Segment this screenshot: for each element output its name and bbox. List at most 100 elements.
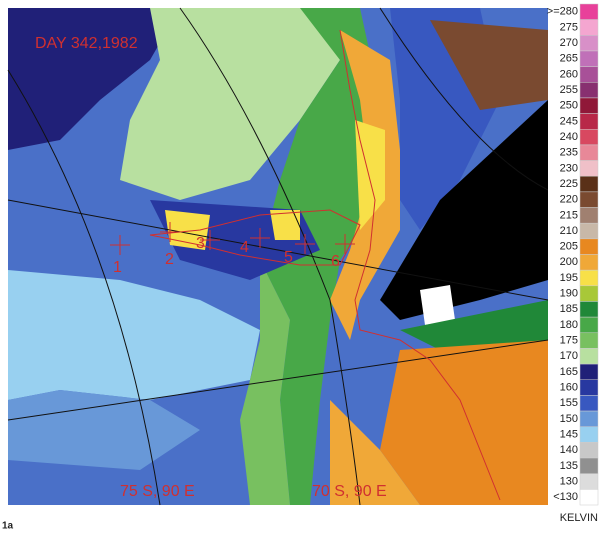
site-label: 3 bbox=[196, 235, 205, 252]
region bbox=[355, 120, 385, 230]
legend: >=280 275 270 265 260 255 250 245 240 235 230 225 22… bbox=[547, 3, 599, 506]
legend-label: 260 bbox=[560, 68, 578, 80]
legend-label: 140 bbox=[560, 444, 578, 456]
legend-label: 155 bbox=[560, 397, 578, 409]
site-label: 4 bbox=[240, 239, 249, 256]
legend-swatch bbox=[579, 332, 599, 349]
legend-label: 135 bbox=[560, 460, 578, 472]
region bbox=[400, 300, 548, 350]
legend-swatch bbox=[579, 207, 599, 224]
region bbox=[8, 390, 200, 470]
legend-label: 130 bbox=[560, 475, 578, 487]
legend-label: 225 bbox=[560, 178, 578, 190]
traverse bbox=[149, 209, 361, 266]
region bbox=[380, 100, 548, 320]
region bbox=[120, 8, 340, 200]
legend-label: 250 bbox=[560, 100, 578, 112]
legend-label: 185 bbox=[560, 303, 578, 315]
legend-swatch bbox=[579, 175, 599, 193]
legend-label: 215 bbox=[560, 209, 578, 221]
legend-label: 150 bbox=[560, 413, 578, 425]
legend-swatch bbox=[579, 222, 599, 240]
region bbox=[270, 210, 300, 240]
map: DAY 342,1982 1 2 3 4 5 6 75 S, 90 E 70 S… bbox=[7, 7, 549, 506]
figure-label: 1a bbox=[2, 521, 14, 532]
legend-swatch bbox=[579, 363, 599, 380]
legend-swatch bbox=[579, 269, 599, 287]
legend-unit: KELVIN bbox=[560, 512, 598, 524]
legend-swatch bbox=[579, 254, 599, 271]
grid-label: 70 S, 90 E bbox=[312, 483, 387, 500]
legend-swatch bbox=[579, 19, 599, 36]
legend-swatch bbox=[579, 473, 599, 490]
legend-label: 180 bbox=[560, 319, 578, 331]
site-label: 2 bbox=[165, 251, 174, 268]
legend-swatch bbox=[579, 50, 599, 67]
legend-swatch bbox=[579, 97, 599, 114]
legend-swatch bbox=[579, 238, 599, 255]
legend-swatch bbox=[579, 410, 599, 427]
site-label: 5 bbox=[284, 249, 293, 266]
legend-label: 190 bbox=[560, 288, 578, 300]
legend-label: 160 bbox=[560, 381, 578, 393]
grid-line bbox=[7, 339, 549, 421]
site-label: 1 bbox=[113, 259, 122, 276]
legend-swatch bbox=[579, 113, 599, 130]
site-label: 6 bbox=[331, 253, 340, 270]
legend-label: 145 bbox=[560, 428, 578, 440]
legend-label: 270 bbox=[560, 37, 578, 49]
legend-swatch bbox=[579, 316, 599, 334]
legend-swatch bbox=[579, 66, 599, 83]
map-title: DAY 342,1982 bbox=[35, 35, 138, 52]
legend-label: 265 bbox=[560, 53, 578, 65]
region bbox=[8, 270, 260, 400]
grid-line bbox=[7, 199, 549, 301]
legend-swatch bbox=[579, 35, 599, 52]
legend-label: 275 bbox=[560, 21, 578, 33]
site-markers bbox=[110, 222, 355, 255]
grid-line bbox=[7, 69, 161, 506]
boundary bbox=[110, 29, 501, 501]
grid-line bbox=[379, 7, 549, 191]
legend-swatch bbox=[579, 426, 599, 443]
legend-label: 230 bbox=[560, 162, 578, 174]
legend-label: 240 bbox=[560, 131, 578, 143]
legend-label: 210 bbox=[560, 225, 578, 237]
region bbox=[380, 340, 548, 505]
legend-swatch bbox=[579, 395, 599, 412]
legend-swatch bbox=[579, 489, 599, 506]
legend-label: 255 bbox=[560, 84, 578, 96]
coastline bbox=[339, 29, 501, 501]
legend-swatch bbox=[579, 160, 599, 177]
legend-label: >=280 bbox=[547, 6, 578, 18]
region bbox=[240, 260, 290, 505]
legend-swatch bbox=[579, 191, 599, 208]
region bbox=[8, 8, 180, 150]
legend-label: <130 bbox=[553, 491, 578, 503]
legend-label: 200 bbox=[560, 256, 578, 268]
legend-label: 170 bbox=[560, 350, 578, 362]
region bbox=[430, 20, 548, 110]
legend-swatch bbox=[579, 82, 599, 99]
region bbox=[260, 8, 380, 505]
legend-swatch bbox=[579, 379, 599, 396]
legend-swatch bbox=[579, 301, 599, 318]
legend-swatch bbox=[579, 129, 599, 146]
legend-swatch bbox=[579, 348, 599, 365]
legend-swatch bbox=[579, 144, 599, 161]
legend-label: 165 bbox=[560, 366, 578, 378]
legend-label: 205 bbox=[560, 241, 578, 253]
legend-swatch bbox=[579, 442, 599, 459]
legend-label: 220 bbox=[560, 194, 578, 206]
region bbox=[420, 285, 455, 325]
legend-swatch bbox=[579, 3, 599, 20]
grid-label: 75 S, 90 E bbox=[120, 483, 195, 500]
legend-label: 245 bbox=[560, 115, 578, 127]
legend-label: 195 bbox=[560, 272, 578, 284]
legend-swatch bbox=[579, 457, 599, 474]
legend-swatch bbox=[579, 285, 599, 302]
legend-label: 235 bbox=[560, 147, 578, 159]
grid-line bbox=[179, 7, 361, 506]
graticule bbox=[7, 7, 549, 506]
region bbox=[330, 400, 420, 505]
